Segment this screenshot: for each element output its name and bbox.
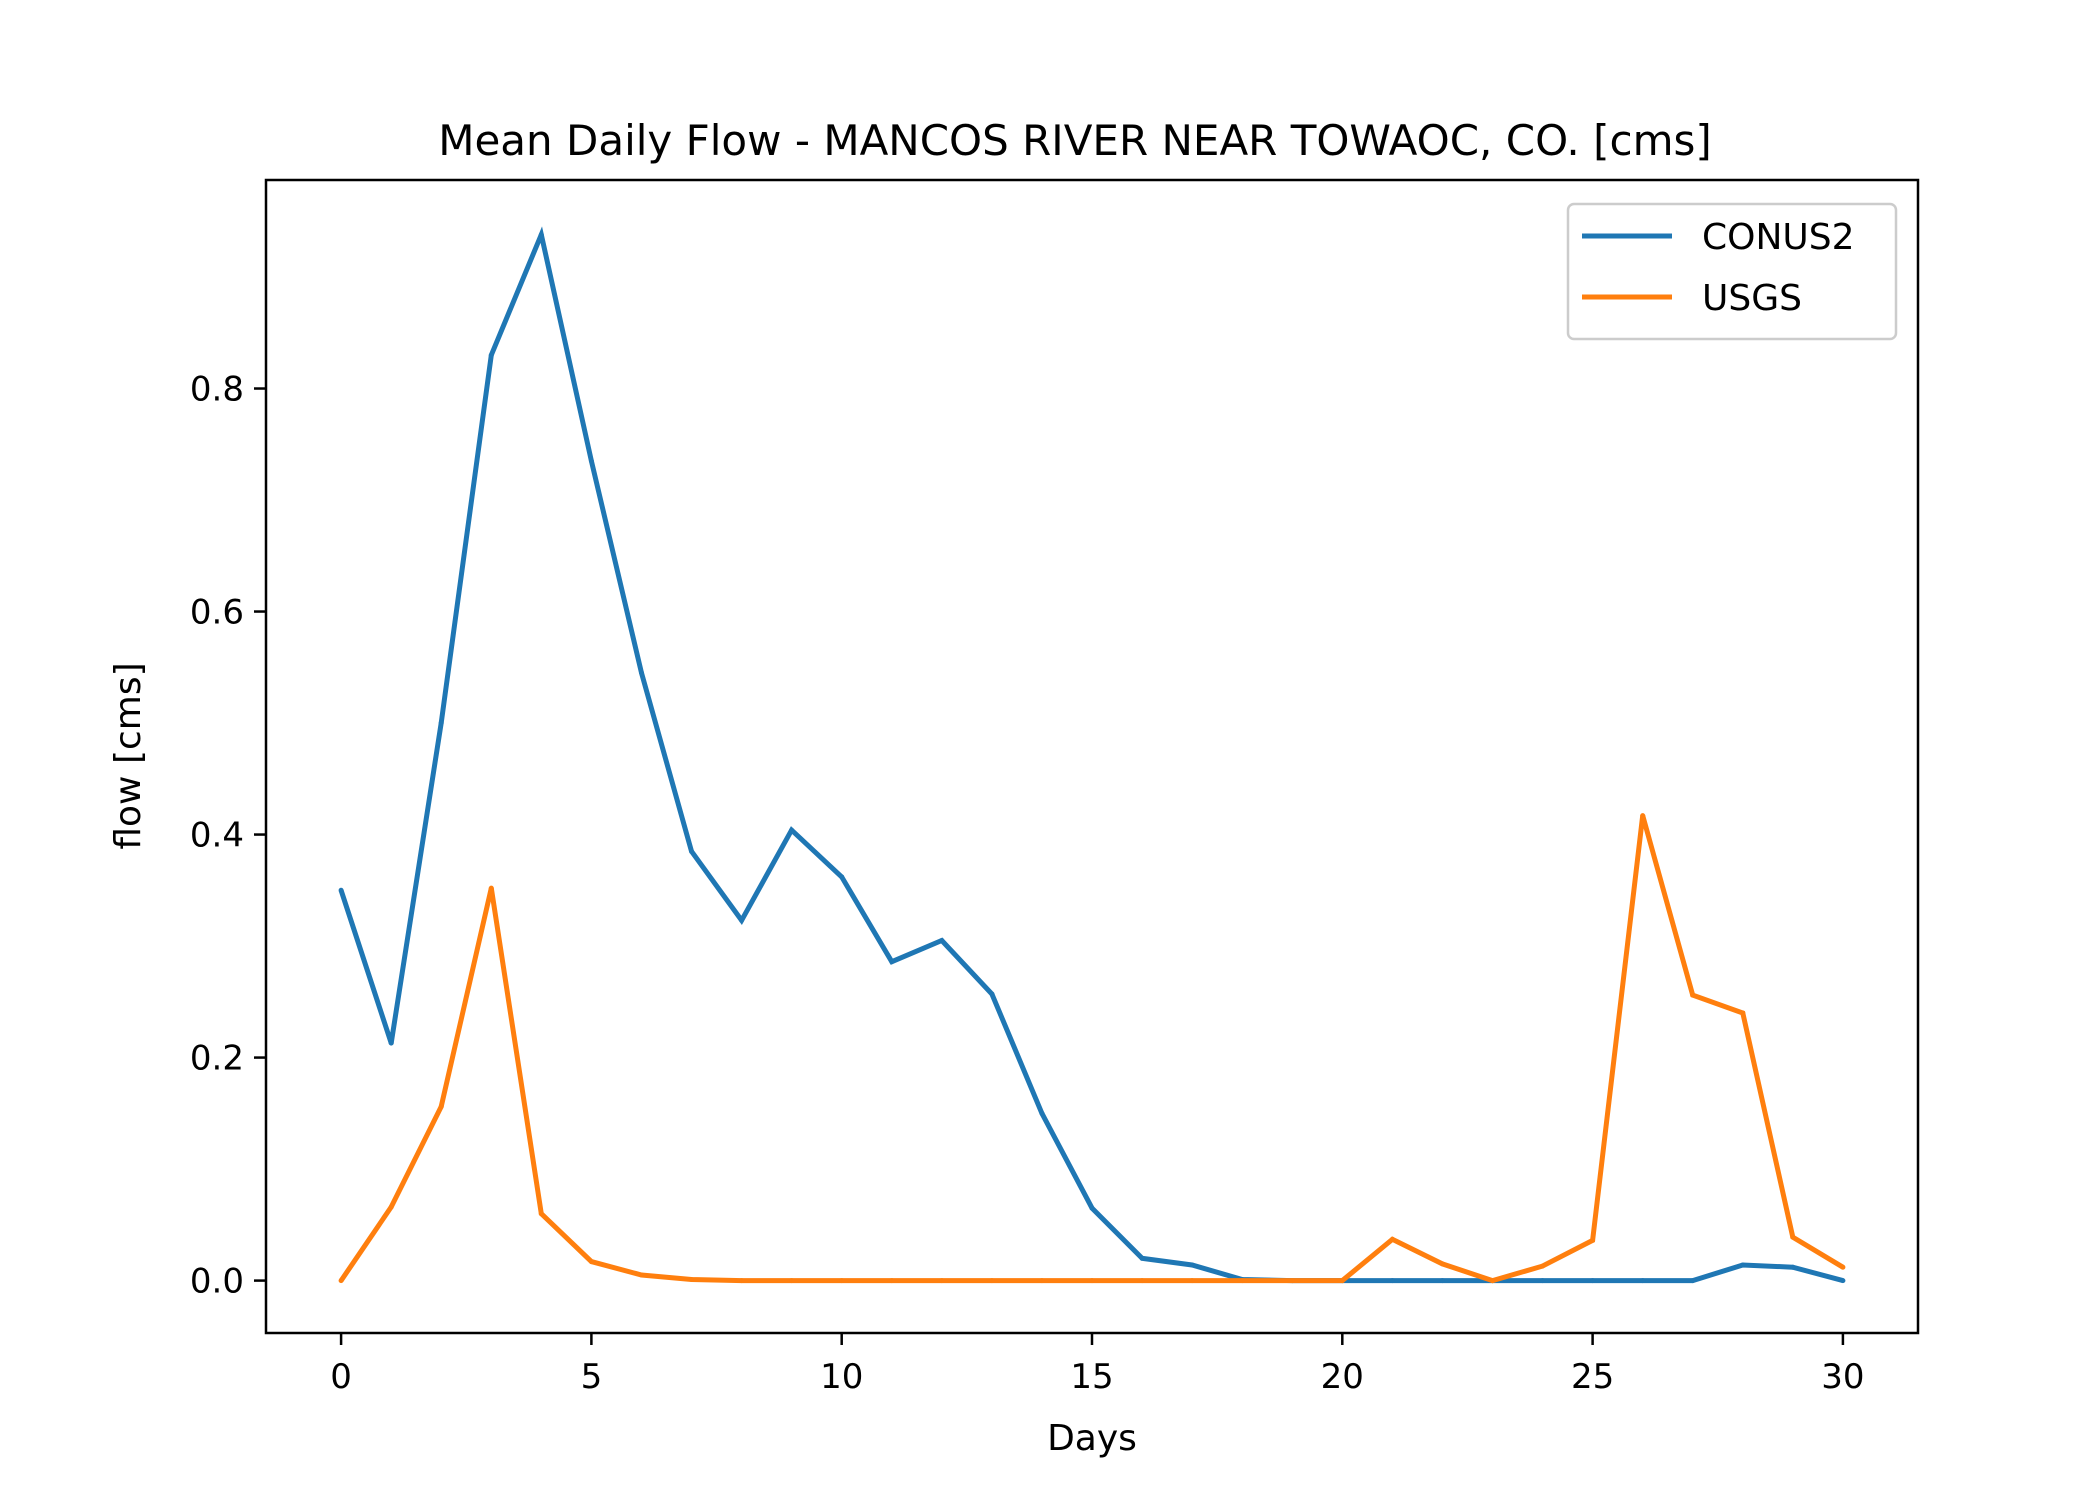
series-layer <box>338 226 1846 1284</box>
data-point <box>1790 1234 1796 1240</box>
data-point <box>839 874 845 880</box>
x-tick-label: 30 <box>1821 1357 1864 1397</box>
legend: CONUS2 USGS <box>1566 202 1898 341</box>
data-point <box>588 458 594 464</box>
chart-title: Mean Daily Flow - MANCOS RIVER NEAR TOWA… <box>438 116 1712 165</box>
data-point <box>388 1204 394 1210</box>
data-point <box>1139 1278 1145 1284</box>
x-tick-label: 25 <box>1571 1357 1614 1397</box>
y-axis-label: flow [cms] <box>108 662 149 849</box>
data-point <box>438 720 444 726</box>
data-point <box>1439 1278 1445 1284</box>
data-point <box>1239 1278 1245 1284</box>
y-tick-label: 0.2 <box>190 1039 244 1079</box>
data-point <box>1389 1236 1395 1242</box>
data-point <box>989 991 995 997</box>
data-point <box>1439 1261 1445 1267</box>
data-point <box>388 1040 394 1046</box>
data-point <box>338 1278 344 1284</box>
data-point <box>538 232 544 238</box>
x-axis: 0 5 10 15 20 25 30 <box>330 1333 1865 1397</box>
data-point <box>1740 1262 1746 1268</box>
data-point <box>939 1278 945 1284</box>
data-point <box>538 1211 544 1217</box>
data-point <box>488 885 494 891</box>
x-tick-label: 15 <box>1070 1357 1113 1397</box>
data-point <box>839 1278 845 1284</box>
data-point <box>1640 813 1646 819</box>
data-point <box>1690 992 1696 998</box>
data-point <box>989 1278 995 1284</box>
data-point <box>1490 1278 1495 1284</box>
data-point <box>1690 1278 1696 1284</box>
data-point <box>588 1259 594 1265</box>
legend-label-conus2: CONUS2 <box>1702 217 1855 258</box>
data-point <box>1590 1237 1596 1243</box>
data-point <box>1840 1264 1846 1270</box>
y-tick-label: 0.4 <box>190 816 244 856</box>
data-point <box>1540 1278 1545 1284</box>
series-points-usgs <box>338 813 1846 1284</box>
data-point <box>689 848 694 854</box>
data-point <box>739 1278 745 1284</box>
data-point <box>488 352 494 358</box>
y-tick-label: 0.8 <box>190 370 244 410</box>
data-point <box>889 959 895 965</box>
data-point <box>639 670 644 676</box>
legend-label-usgs: USGS <box>1702 278 1802 319</box>
data-point <box>689 1277 694 1282</box>
data-point <box>1289 1278 1295 1284</box>
y-tick-label: 0.6 <box>190 593 244 633</box>
data-point <box>1590 1278 1596 1284</box>
data-point <box>1089 1278 1095 1284</box>
data-point <box>889 1278 895 1284</box>
x-tick-label: 10 <box>820 1357 863 1397</box>
data-point <box>338 887 344 893</box>
data-point <box>789 827 795 833</box>
data-point <box>1389 1278 1395 1284</box>
data-point <box>1189 1262 1195 1268</box>
data-point <box>1039 1110 1045 1116</box>
x-tick-label: 20 <box>1321 1357 1364 1397</box>
y-tick-label: 0.0 <box>190 1262 244 1302</box>
data-point <box>939 938 945 943</box>
x-tick-label: 0 <box>330 1357 352 1397</box>
data-point <box>438 1104 444 1110</box>
data-point <box>739 917 745 923</box>
data-point <box>1840 1278 1846 1284</box>
data-point <box>1339 1278 1345 1284</box>
x-tick-label: 5 <box>581 1357 603 1397</box>
data-point <box>1740 1010 1746 1016</box>
data-point <box>1039 1278 1045 1284</box>
data-point <box>1139 1255 1145 1261</box>
data-point <box>639 1272 644 1278</box>
data-point <box>1089 1205 1095 1211</box>
data-point <box>1790 1264 1796 1270</box>
data-point <box>1640 1278 1646 1284</box>
data-point <box>1189 1278 1195 1284</box>
y-axis: 0.0 0.2 0.4 0.6 0.8 <box>190 370 266 1302</box>
x-axis-label: Days <box>1047 1418 1137 1459</box>
data-point <box>789 1278 795 1284</box>
data-point <box>1540 1263 1545 1269</box>
